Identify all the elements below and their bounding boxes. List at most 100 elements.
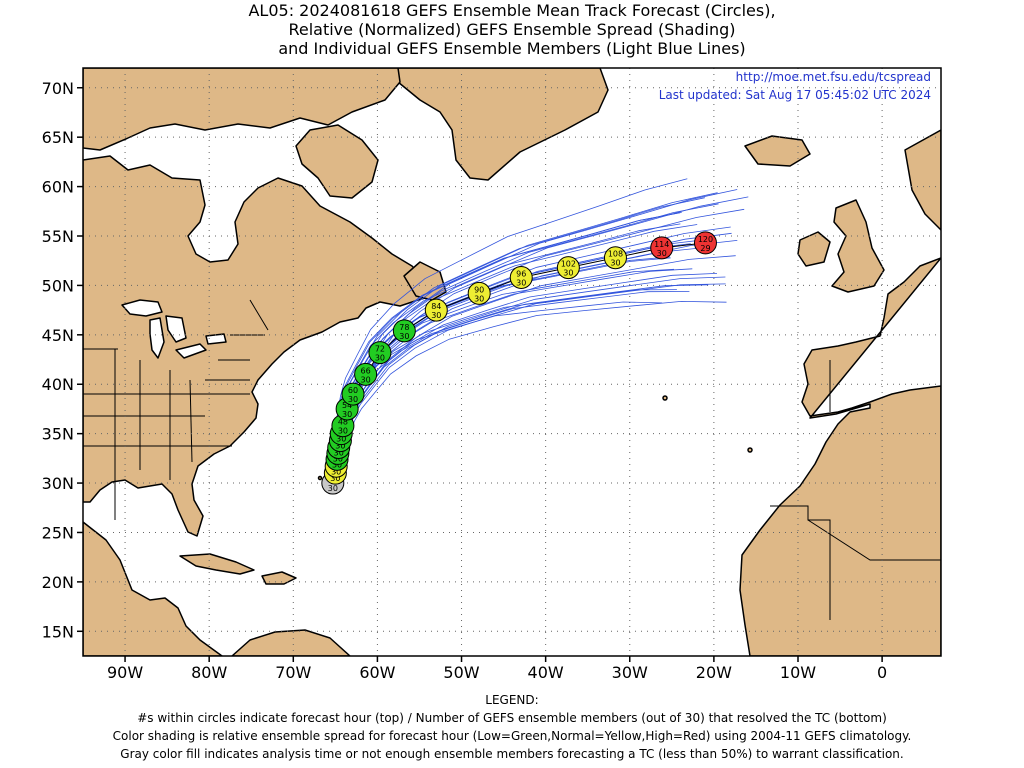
- forecast-hour: 114: [654, 240, 669, 249]
- forecast-circle: [392, 319, 416, 343]
- forecast-circle: [603, 246, 627, 270]
- forecast-circle: [650, 236, 674, 260]
- forecast-circle: [467, 281, 491, 305]
- landmass-hispaniola: [261, 571, 297, 585]
- lake-huron: [165, 315, 187, 343]
- legend-heading: LEGEND:: [485, 693, 539, 707]
- latitude-label: 55N: [42, 227, 74, 246]
- member-count: 30: [338, 427, 348, 436]
- forecast-hour: 66: [361, 366, 371, 375]
- longitude-label: 10W: [780, 663, 816, 682]
- latitude-label: 65N: [42, 128, 74, 147]
- landmass-azores: [662, 395, 668, 401]
- forecast-hour: 84: [431, 302, 441, 311]
- political-borders: [83, 299, 941, 620]
- forecast-circle: [354, 362, 378, 386]
- lake-ontario: [205, 333, 227, 345]
- forecast-circle: [556, 256, 580, 280]
- forecast-hour: 78: [399, 323, 409, 332]
- forecast-hour: 108: [608, 250, 623, 259]
- longitude-label: 60W: [359, 663, 395, 682]
- member-count: 29: [700, 244, 710, 253]
- landmass-bermuda: [317, 475, 323, 481]
- forecast-hour: 60: [348, 386, 358, 395]
- latitude-label: 60N: [42, 178, 74, 197]
- longitude-label: 50W: [443, 663, 479, 682]
- ensemble-mean-track: 0306301230183024303030363042304830543060…: [321, 231, 717, 495]
- longitude-label: 80W: [191, 663, 227, 682]
- longitude-label: 40W: [528, 663, 564, 682]
- lake-superior: [121, 299, 163, 317]
- member-count: 30: [334, 448, 344, 457]
- member-count: 30: [563, 269, 573, 278]
- landmass-cuba: [179, 553, 255, 575]
- lake-michigan: [149, 317, 165, 359]
- forecast-circle: [424, 298, 448, 322]
- longitude-label: 90W: [107, 663, 143, 682]
- latitude-label: 15N: [42, 622, 74, 641]
- member-count: 30: [399, 332, 409, 341]
- graticule: [83, 68, 941, 656]
- landmass-south-america: [231, 629, 351, 656]
- landmass-arctic-islands: [83, 68, 401, 151]
- legend-line-3: Gray color fill indicates analysis time …: [120, 747, 904, 761]
- forecast-hour: 96: [516, 270, 526, 279]
- landmass-newfoundland: [403, 261, 447, 301]
- latitude-labels: 70N 65N 60N 55N 50N 45N 40N 35N 30N 25N 20N 15N: [42, 79, 83, 641]
- landmass-scandinavia: [904, 129, 941, 231]
- landmass-mexico: [83, 521, 223, 656]
- member-count: 30: [335, 442, 345, 451]
- map-title-line-3: and Individual GEFS Ensemble Members (Li…: [278, 39, 746, 58]
- member-count: 30: [657, 249, 667, 258]
- latitude-label: 45N: [42, 326, 74, 345]
- member-count: 30: [375, 354, 385, 363]
- member-count: 30: [328, 484, 338, 493]
- forecast-circle: [341, 382, 365, 406]
- legend-line-2: Color shading is relative ensemble sprea…: [112, 729, 912, 743]
- latitude-label: 70N: [42, 79, 74, 98]
- member-count: 30: [336, 435, 346, 444]
- longitude-label: 70W: [275, 663, 311, 682]
- member-count: 30: [361, 375, 371, 384]
- last-updated: Last updated: Sat Aug 17 05:45:02 UTC 20…: [659, 88, 931, 102]
- forecast-hour: 54: [342, 401, 352, 410]
- landmass-greenland: [394, 68, 609, 181]
- landmass-europe-africa: [739, 257, 941, 656]
- member-count: 30: [474, 294, 484, 303]
- member-count: 30: [348, 395, 358, 404]
- member-count: 30: [342, 410, 352, 419]
- forecast-circle: [693, 231, 717, 255]
- forecast-hour: 48: [338, 418, 348, 427]
- map-title-line-2: Relative (Normalized) GEFS Ensemble Spre…: [288, 20, 736, 39]
- member-count: 30: [516, 279, 526, 288]
- landmass-iceland: [744, 135, 811, 167]
- latitude-label: 20N: [42, 573, 74, 592]
- map-title-line-1: AL05: 2024081618 GEFS Ensemble Mean Trac…: [248, 1, 776, 20]
- longitude-labels: 90W 80W 70W 60W 50W 40W 30W 20W 10W 0: [107, 656, 887, 682]
- latitude-label: 50N: [42, 276, 74, 295]
- member-count: 30: [330, 474, 340, 483]
- forecast-hour: 102: [561, 260, 576, 269]
- member-count: 30: [331, 467, 341, 476]
- forecast-circle: [509, 266, 533, 290]
- credit-url[interactable]: http://moe.met.fsu.edu/tcspread: [736, 70, 931, 84]
- forecast-circle: [368, 341, 392, 365]
- latitude-label: 25N: [42, 523, 74, 542]
- landmass-baffin-island: [295, 124, 379, 199]
- forecast-hour: 90: [474, 285, 484, 294]
- longitude-label: 30W: [612, 663, 648, 682]
- landmass-madeira: [747, 447, 753, 453]
- legend-line-1: #s within circles indicate forecast hour…: [137, 711, 887, 725]
- latitude-label: 35N: [42, 425, 74, 444]
